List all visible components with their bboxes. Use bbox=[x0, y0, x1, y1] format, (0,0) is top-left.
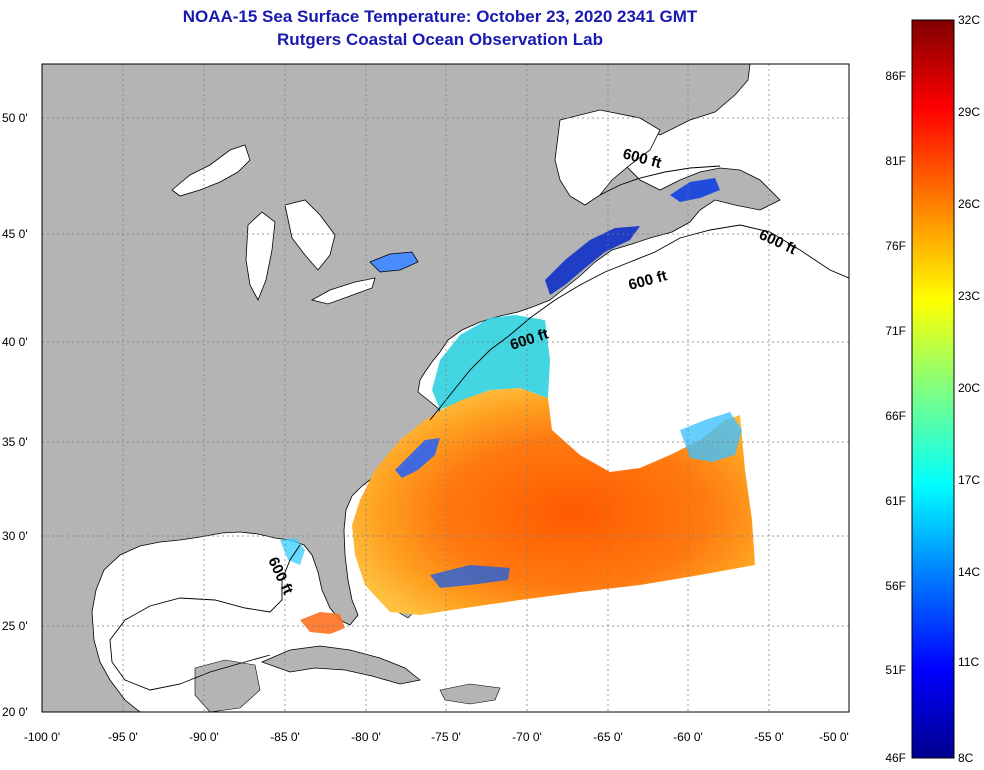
colorbar-celsius-label: 29C bbox=[958, 105, 980, 119]
colorbar-celsius-label: 20C bbox=[958, 381, 980, 395]
land-north-america bbox=[42, 64, 781, 712]
colorbar-fahrenheit-label: 61F bbox=[885, 494, 906, 508]
colorbar-celsius-label: 11C bbox=[958, 655, 979, 669]
lon-label: -65 0' bbox=[593, 730, 623, 744]
lon-label: -55 0' bbox=[754, 730, 784, 744]
colorbar-celsius-label: 23C bbox=[958, 289, 980, 303]
colorbar-fahrenheit-label: 56F bbox=[885, 579, 906, 593]
lat-label: 25 0' bbox=[2, 619, 28, 633]
colorbar-fahrenheit-label: 66F bbox=[885, 409, 906, 423]
lon-label: -80 0' bbox=[351, 730, 381, 744]
lon-label: -100 0' bbox=[24, 730, 60, 744]
cuba bbox=[260, 645, 421, 685]
colorbar bbox=[911, 19, 955, 759]
sst-swath-gulf bbox=[280, 538, 305, 565]
isobath-600ft-north bbox=[599, 165, 721, 196]
lat-label: 35 0' bbox=[2, 435, 28, 449]
graticule bbox=[42, 64, 849, 712]
map-subtitle: Rutgers Coastal Ocean Observation Lab bbox=[277, 30, 603, 49]
lat-label: 45 0' bbox=[2, 227, 28, 241]
lat-label: 20 0' bbox=[2, 705, 28, 719]
lat-label: 30 0' bbox=[2, 529, 28, 543]
sst-swath-gulf-maine bbox=[670, 178, 720, 202]
colorbar-celsius-label: 32C bbox=[958, 13, 980, 27]
colorbar-fahrenheit-label: 51F bbox=[885, 663, 906, 677]
lon-label: -60 0' bbox=[673, 730, 703, 744]
lat-label: 50 0' bbox=[2, 111, 28, 125]
isobath-600ft-gulf bbox=[109, 544, 301, 691]
hispaniola bbox=[439, 683, 501, 705]
colorbar-fahrenheit-label: 76F bbox=[885, 239, 906, 253]
colorbar-fahrenheit-label: 86F bbox=[885, 69, 906, 83]
lon-label: -90 0' bbox=[189, 730, 219, 744]
yucatan bbox=[194, 659, 261, 712]
map-frame bbox=[41, 63, 850, 713]
colorbar-celsius-label: 14C bbox=[958, 565, 980, 579]
sst-swath-shelf bbox=[432, 315, 550, 410]
colorbar-fahrenheit-label: 46F bbox=[885, 751, 906, 765]
sst-swath-warm bbox=[352, 388, 755, 615]
colorbar-celsius-label: 17C bbox=[958, 473, 980, 487]
sst-swath-east-cool bbox=[680, 412, 742, 462]
lon-label: -70 0' bbox=[512, 730, 542, 744]
lon-label: -85 0' bbox=[270, 730, 300, 744]
sst-swath-florida bbox=[300, 612, 345, 634]
lake-superior bbox=[171, 144, 251, 197]
colorbar-celsius-label: 8C bbox=[958, 751, 974, 765]
gulf-st-lawrence bbox=[554, 109, 661, 206]
isobath-600ft-atlantic bbox=[429, 224, 849, 421]
colorbar-celsius-label: 26C bbox=[958, 197, 980, 211]
sst-swath-coastal bbox=[395, 438, 440, 478]
lake-huron bbox=[284, 199, 336, 271]
lon-label: -50 0' bbox=[819, 730, 849, 744]
sst-swath-north bbox=[545, 226, 640, 295]
lake-erie bbox=[310, 277, 376, 305]
lat-label: 40 0' bbox=[2, 335, 28, 349]
lon-label: -75 0' bbox=[431, 730, 461, 744]
lake-ontario bbox=[369, 251, 419, 273]
sst-swath-south-cool bbox=[430, 565, 510, 588]
lon-label: -95 0' bbox=[108, 730, 138, 744]
map-title: NOAA-15 Sea Surface Temperature: October… bbox=[182, 7, 698, 26]
colorbar-fahrenheit-label: 81F bbox=[885, 154, 906, 168]
colorbar-fahrenheit-label: 71F bbox=[885, 324, 906, 338]
